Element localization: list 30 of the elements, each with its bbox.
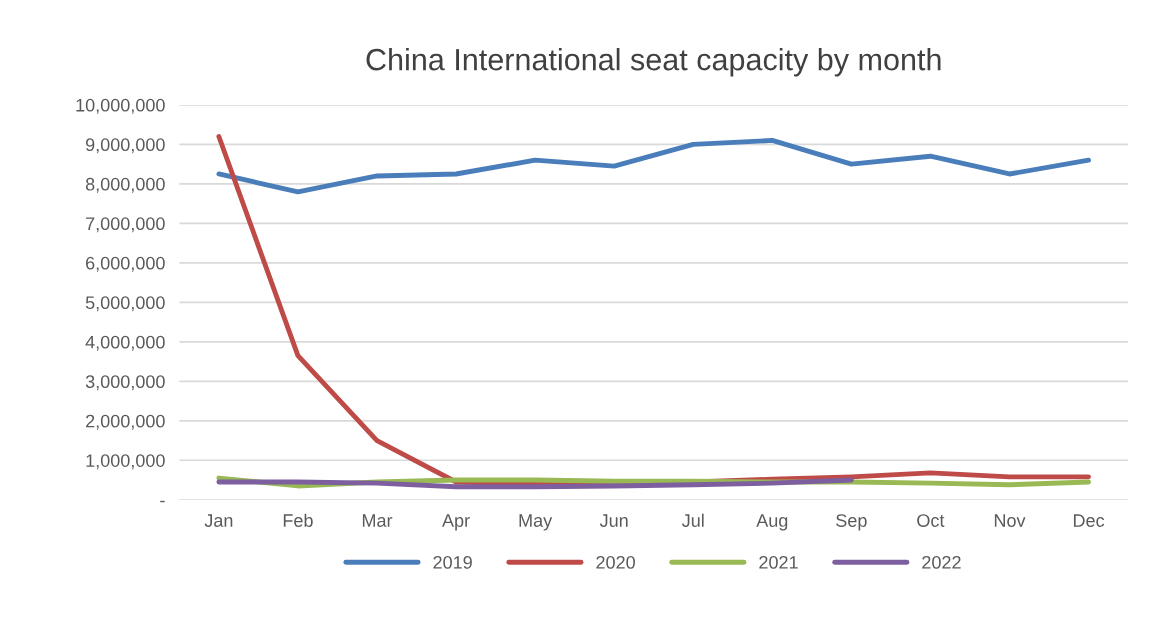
x-tick-label: Sep xyxy=(836,514,867,531)
y-tick-label: 10,000,000 xyxy=(76,98,165,114)
x-tick-label: Jul xyxy=(681,513,704,527)
y-tick-label: 7,000,000 xyxy=(86,217,165,233)
y-tick-label: - xyxy=(160,500,165,503)
chart-title: China International seat capacity by month xyxy=(366,48,941,77)
legend-label: 2020 xyxy=(596,555,635,569)
x-tick-label: Mar xyxy=(362,514,393,527)
line-series xyxy=(216,138,1091,195)
x-tick-label: Jun xyxy=(599,514,628,527)
x-tick-label: Jan xyxy=(204,514,233,527)
y-tick-label: 2,000,000 xyxy=(86,414,165,430)
x-tick-label: Dec xyxy=(1073,514,1105,527)
legend-label: 2019 xyxy=(433,555,472,569)
x-tick-label: Aug xyxy=(756,514,788,531)
line-series xyxy=(216,477,854,490)
legend-label: 2022 xyxy=(922,555,961,569)
legend-label: 2021 xyxy=(759,555,798,569)
y-tick-label: 8,000,000 xyxy=(85,177,165,193)
x-tick-label: Feb xyxy=(283,513,313,527)
x-tick-label: Nov xyxy=(994,514,1026,527)
x-tick-label: May xyxy=(519,514,553,531)
y-tick-label: 1,000,000 xyxy=(86,454,165,470)
y-tick-label: 4,000,000 xyxy=(85,335,165,351)
y-tick-label: 6,000,000 xyxy=(86,256,165,272)
x-tick-label: Oct xyxy=(917,514,945,527)
y-tick-label: 3,000,000 xyxy=(85,375,165,391)
y-tick-label: 9,000,000 xyxy=(85,138,165,154)
y-tick-label: 5,000,000 xyxy=(85,296,165,312)
x-tick-label: Apr xyxy=(442,514,470,531)
